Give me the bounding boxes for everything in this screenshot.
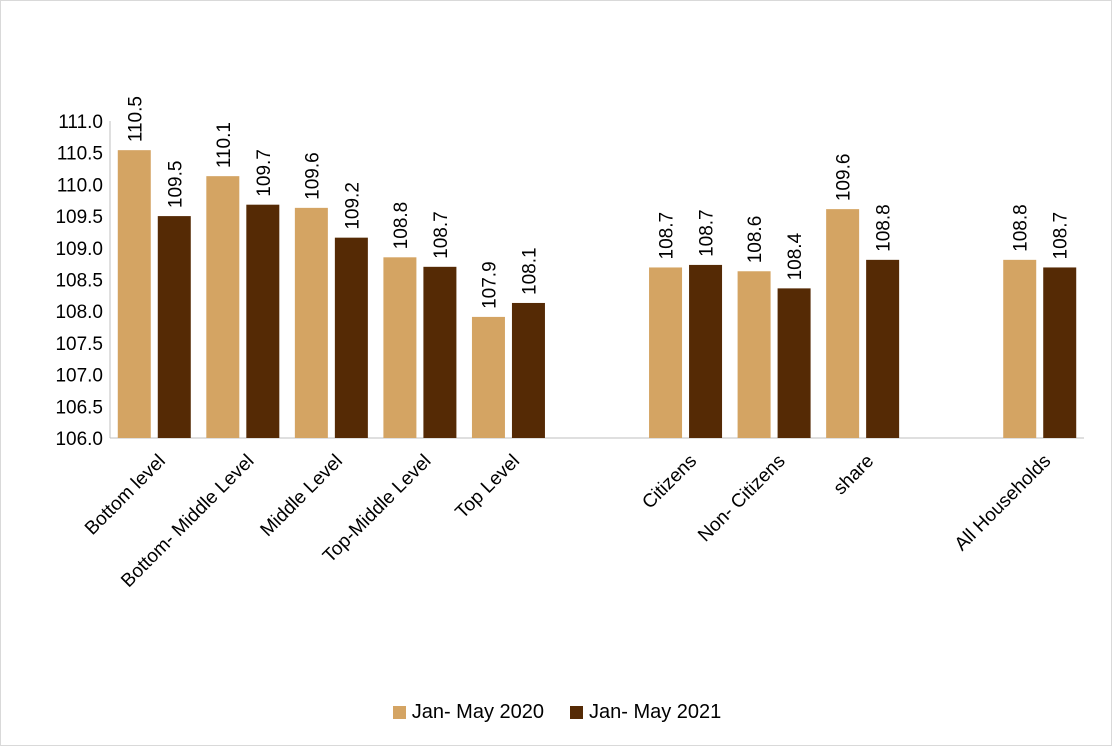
legend-swatch-2020 — [392, 706, 406, 719]
data-labels: 110.5 109.5 110.1 109.7 109.6 109.2 108.8 108.7… — [125, 96, 1071, 309]
data-label: 107.9 — [479, 261, 500, 309]
y-tick-label: 110.0 — [57, 175, 103, 196]
data-label: 108.4 — [785, 232, 806, 280]
legend-item-2021: Jan- May 2021 — [570, 701, 721, 724]
category-label: Bottom level — [81, 451, 170, 540]
bar-2021 — [423, 266, 457, 438]
data-label: 109.6 — [302, 152, 323, 200]
category-label: All Households — [951, 451, 1055, 555]
bars — [117, 150, 1077, 438]
data-label: 109.5 — [165, 161, 186, 209]
data-label: 110.1 — [214, 122, 235, 168]
legend-item-2020: Jan- May 2020 — [392, 701, 544, 724]
y-tick-label: 107.5 — [55, 334, 103, 355]
bar-2020 — [471, 316, 505, 438]
y-tick-label: 111.0 — [58, 112, 103, 133]
legend-label-2020: Jan- May 2020 — [411, 701, 544, 723]
bar-2020 — [1003, 259, 1037, 438]
y-tick-label: 110.5 — [57, 144, 103, 165]
bar-2020 — [294, 207, 328, 438]
data-label: 108.7 — [657, 212, 678, 260]
category-label: Non- Citizens — [694, 451, 789, 546]
bar-2020 — [649, 267, 683, 438]
legend: Jan- May 2020 Jan- May 2021 — [0, 701, 1114, 724]
y-tick-label: 108.5 — [55, 271, 103, 292]
category-label: Top Level — [452, 451, 524, 523]
data-label: 108.8 — [874, 204, 895, 252]
bar-2020 — [383, 257, 417, 438]
data-label: 108.1 — [519, 247, 540, 295]
data-label: 109.7 — [254, 149, 275, 197]
data-label: 108.6 — [745, 216, 766, 264]
bar-2021 — [334, 237, 368, 438]
y-tick-label: 109.0 — [55, 239, 103, 260]
bar-2021 — [246, 204, 280, 438]
data-label: 109.6 — [834, 154, 855, 202]
bar-2021 — [689, 264, 723, 438]
y-tick-label: 109.5 — [55, 207, 103, 228]
bar-2021 — [866, 259, 900, 438]
bar-2021 — [511, 302, 545, 438]
y-tick-labels: 106.0 106.5 107.0 107.5 108.0 108.5 109.0 109.5… — [55, 112, 103, 450]
bar-2020 — [206, 176, 240, 438]
category-label: Citizens — [638, 451, 701, 514]
bar-2021 — [777, 288, 811, 438]
data-label: 108.7 — [1051, 212, 1072, 260]
category-label: share — [830, 451, 878, 499]
y-tick-label: 108.0 — [55, 302, 103, 323]
category-label: Middle Level — [257, 451, 347, 541]
bar-chart: 110.5 109.5 110.1 109.7 109.6 109.2 108.8 108.7… — [55, 96, 1084, 592]
legend-label-2021: Jan- May 2021 — [589, 701, 722, 723]
bar-2021 — [1043, 267, 1077, 438]
legend-swatch-2021 — [570, 706, 583, 719]
data-label: 108.8 — [1011, 204, 1032, 252]
y-tick-label: 107.0 — [55, 366, 103, 387]
data-label: 108.7 — [697, 209, 718, 257]
y-tick-label: 106.5 — [55, 397, 103, 418]
data-label: 110.5 — [125, 96, 146, 142]
data-label: 109.2 — [342, 182, 363, 230]
y-tick-label: 106.0 — [55, 429, 103, 450]
bar-2020 — [737, 271, 771, 438]
data-label: 108.7 — [431, 211, 452, 259]
bar-2020 — [117, 150, 151, 438]
data-label: 108.8 — [391, 202, 412, 250]
bar-2020 — [826, 209, 860, 438]
bar-2021 — [157, 216, 191, 438]
